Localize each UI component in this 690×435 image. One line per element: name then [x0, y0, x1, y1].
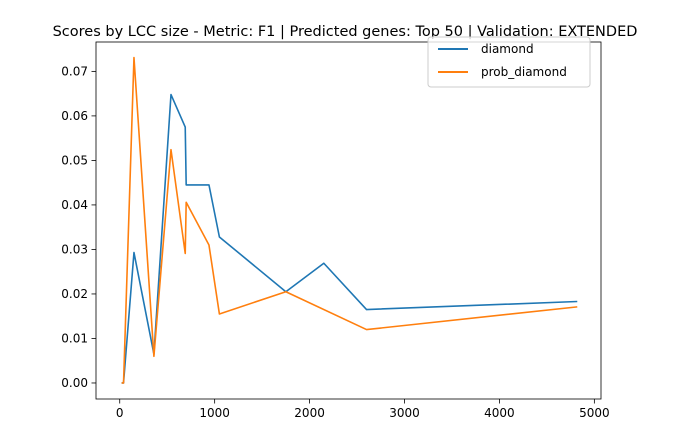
x-tick-label: 5000	[579, 406, 610, 420]
chart-title: Scores by LCC size - Metric: F1 | Predic…	[53, 24, 638, 40]
y-tick-label: 0.01	[61, 331, 88, 345]
x-tick-label: 1000	[199, 406, 230, 420]
legend: diamond prob_diamond	[427, 36, 591, 88]
x-tick-label: 2000	[294, 406, 325, 420]
y-tick-label: 0.00	[61, 376, 88, 390]
y-tick-label: 0.06	[61, 109, 88, 123]
y-tick-label: 0.02	[61, 287, 88, 301]
y-tick-label: 0.07	[61, 64, 88, 78]
y-tick-label: 0.03	[61, 242, 88, 256]
plot-frame	[95, 41, 602, 400]
y-tick-label: 0.05	[61, 153, 88, 167]
legend-label-diamond: diamond	[481, 42, 534, 56]
series-line-prob-diamond	[121, 56, 578, 384]
y-tick-label: 0.04	[61, 198, 88, 212]
x-axis: 0 1000 2000 3000 4000 5000	[116, 399, 610, 420]
x-tick-label: 0	[116, 406, 124, 420]
x-tick-label: 3000	[389, 406, 420, 420]
legend-label-prob-diamond: prob_diamond	[481, 65, 567, 79]
plot-lines	[121, 56, 578, 384]
series-line-diamond	[121, 93, 578, 384]
legend-box	[427, 36, 591, 88]
x-tick-label: 4000	[484, 406, 515, 420]
y-axis: 0.00 0.01 0.02 0.03 0.04 0.05 0.06 0.07	[61, 64, 96, 390]
